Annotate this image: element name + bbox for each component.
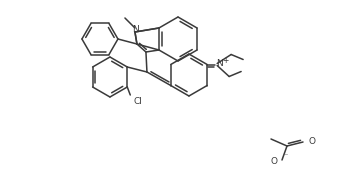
Text: O: O (271, 156, 278, 165)
Text: O: O (309, 137, 316, 146)
Text: +: + (222, 56, 229, 65)
Text: ⁻: ⁻ (283, 151, 287, 160)
Text: N: N (216, 59, 223, 68)
Text: N: N (133, 24, 139, 33)
Text: Cl: Cl (133, 97, 142, 106)
